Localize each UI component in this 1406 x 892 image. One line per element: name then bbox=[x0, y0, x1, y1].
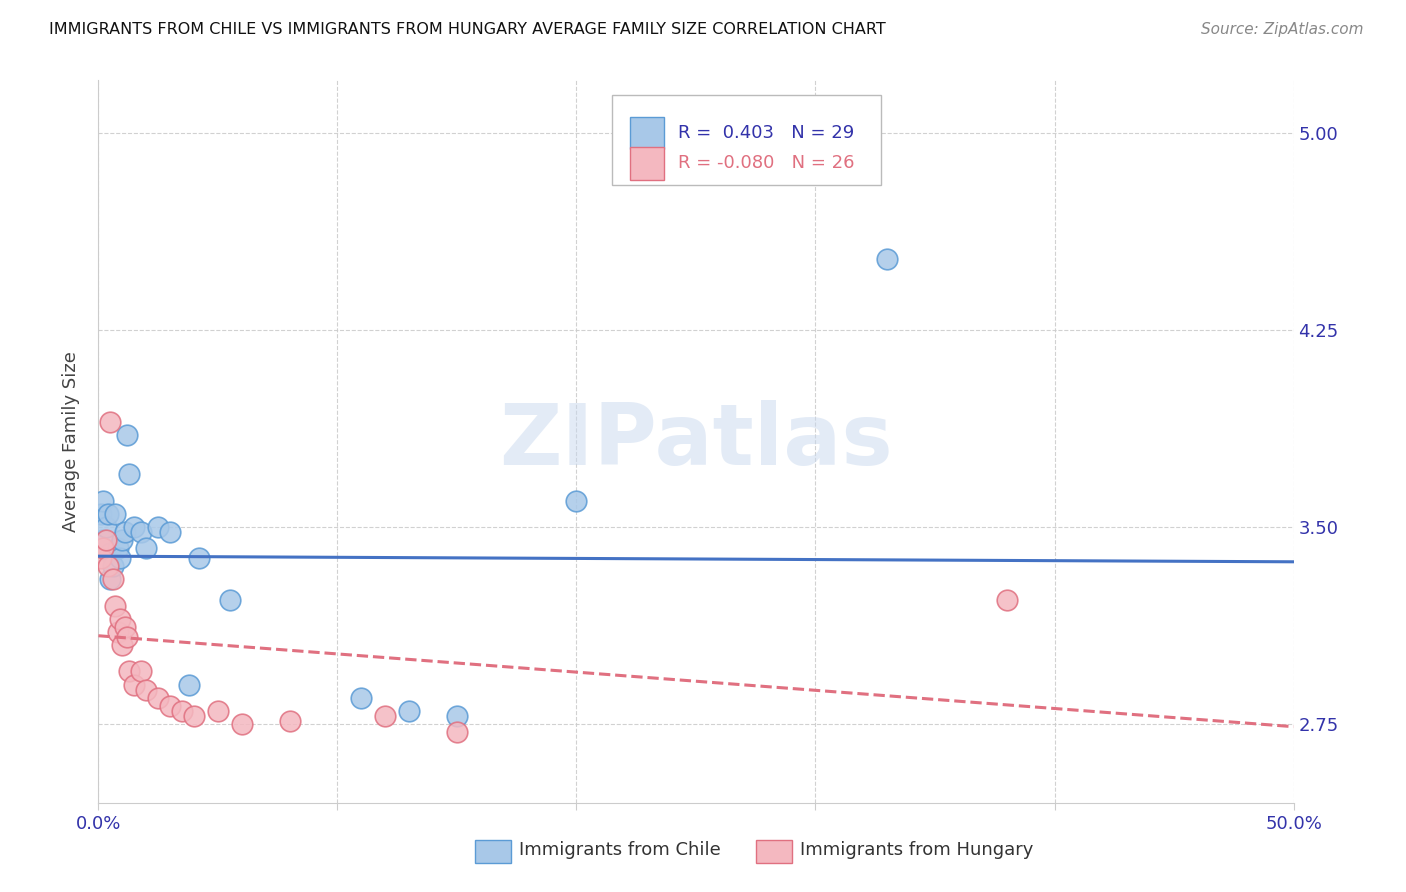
Text: Immigrants from Hungary: Immigrants from Hungary bbox=[800, 841, 1033, 859]
Point bbox=[135, 682, 157, 697]
Point bbox=[98, 415, 122, 429]
Point bbox=[118, 467, 141, 482]
Point bbox=[231, 717, 253, 731]
Point bbox=[97, 559, 120, 574]
Point bbox=[172, 704, 194, 718]
Point bbox=[148, 690, 170, 705]
Point bbox=[187, 551, 209, 566]
Point bbox=[350, 690, 373, 705]
Point bbox=[446, 724, 468, 739]
Point bbox=[90, 507, 112, 521]
Point bbox=[91, 541, 114, 555]
Point bbox=[446, 709, 468, 723]
Point bbox=[494, 848, 516, 863]
Point bbox=[124, 677, 146, 691]
Point bbox=[278, 714, 301, 729]
Text: ZIPatlas: ZIPatlas bbox=[499, 400, 893, 483]
Point bbox=[94, 533, 117, 547]
Point bbox=[876, 252, 898, 266]
Point bbox=[114, 620, 136, 634]
FancyBboxPatch shape bbox=[475, 839, 510, 863]
Text: R = -0.080   N = 26: R = -0.080 N = 26 bbox=[678, 154, 855, 172]
FancyBboxPatch shape bbox=[630, 117, 664, 149]
Text: IMMIGRANTS FROM CHILE VS IMMIGRANTS FROM HUNGARY AVERAGE FAMILY SIZE CORRELATION: IMMIGRANTS FROM CHILE VS IMMIGRANTS FROM… bbox=[49, 22, 886, 37]
Text: Source: ZipAtlas.com: Source: ZipAtlas.com bbox=[1201, 22, 1364, 37]
Point bbox=[118, 665, 141, 679]
FancyBboxPatch shape bbox=[756, 839, 792, 863]
Text: R =  0.403   N = 29: R = 0.403 N = 29 bbox=[678, 124, 855, 142]
Point bbox=[148, 520, 170, 534]
Point bbox=[159, 698, 181, 713]
Point bbox=[374, 709, 396, 723]
Point bbox=[94, 520, 117, 534]
Point bbox=[111, 533, 134, 547]
Point bbox=[108, 551, 131, 566]
Point bbox=[135, 541, 157, 555]
Point bbox=[91, 493, 114, 508]
Point bbox=[114, 525, 136, 540]
Point bbox=[98, 573, 122, 587]
Point bbox=[91, 533, 114, 547]
Point bbox=[101, 559, 124, 574]
Point bbox=[101, 573, 124, 587]
FancyBboxPatch shape bbox=[630, 147, 664, 179]
Point bbox=[207, 704, 229, 718]
Point bbox=[131, 665, 153, 679]
Text: Immigrants from Chile: Immigrants from Chile bbox=[519, 841, 721, 859]
Point bbox=[104, 507, 127, 521]
Point bbox=[179, 677, 201, 691]
Point bbox=[115, 428, 138, 442]
Point bbox=[995, 593, 1018, 607]
Point bbox=[159, 525, 181, 540]
Point bbox=[107, 625, 129, 640]
FancyBboxPatch shape bbox=[613, 95, 882, 185]
Point bbox=[111, 638, 134, 652]
Point bbox=[104, 599, 127, 613]
Point bbox=[183, 709, 205, 723]
Point bbox=[108, 612, 131, 626]
Point bbox=[107, 541, 129, 555]
Point bbox=[565, 493, 588, 508]
Point bbox=[97, 507, 120, 521]
Point bbox=[131, 525, 153, 540]
Point bbox=[219, 593, 242, 607]
Point bbox=[398, 704, 420, 718]
Point bbox=[90, 551, 112, 566]
Point bbox=[124, 520, 146, 534]
Y-axis label: Average Family Size: Average Family Size bbox=[62, 351, 80, 532]
Point bbox=[98, 546, 122, 560]
Point bbox=[115, 630, 138, 644]
